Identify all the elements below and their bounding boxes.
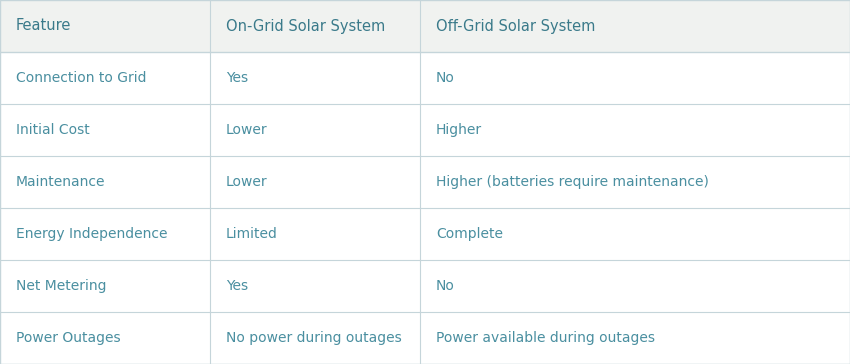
Text: Complete: Complete (436, 227, 503, 241)
Bar (0, 104, 850, 156)
Text: Feature: Feature (16, 19, 71, 33)
Text: No: No (436, 279, 455, 293)
Text: Net Metering: Net Metering (16, 279, 106, 293)
Text: Lower: Lower (226, 175, 268, 189)
Text: Higher: Higher (436, 123, 482, 137)
Bar (0, 52, 850, 104)
Text: Initial Cost: Initial Cost (16, 123, 90, 137)
Text: Yes: Yes (226, 71, 248, 85)
Text: No power during outages: No power during outages (226, 331, 402, 345)
Text: Power available during outages: Power available during outages (436, 331, 655, 345)
Text: Connection to Grid: Connection to Grid (16, 71, 146, 85)
Bar (0, 0, 850, 52)
Text: Higher (batteries require maintenance): Higher (batteries require maintenance) (436, 175, 709, 189)
Bar (0, 208, 850, 260)
Text: Lower: Lower (226, 123, 268, 137)
Text: On-Grid Solar System: On-Grid Solar System (226, 19, 385, 33)
Text: No: No (436, 71, 455, 85)
Text: Maintenance: Maintenance (16, 175, 105, 189)
Bar (0, 312, 850, 364)
Bar (0, 260, 850, 312)
Text: Power Outages: Power Outages (16, 331, 121, 345)
Text: Energy Independence: Energy Independence (16, 227, 167, 241)
Text: Yes: Yes (226, 279, 248, 293)
Text: Off-Grid Solar System: Off-Grid Solar System (436, 19, 595, 33)
Text: Limited: Limited (226, 227, 278, 241)
Bar (0, 156, 850, 208)
